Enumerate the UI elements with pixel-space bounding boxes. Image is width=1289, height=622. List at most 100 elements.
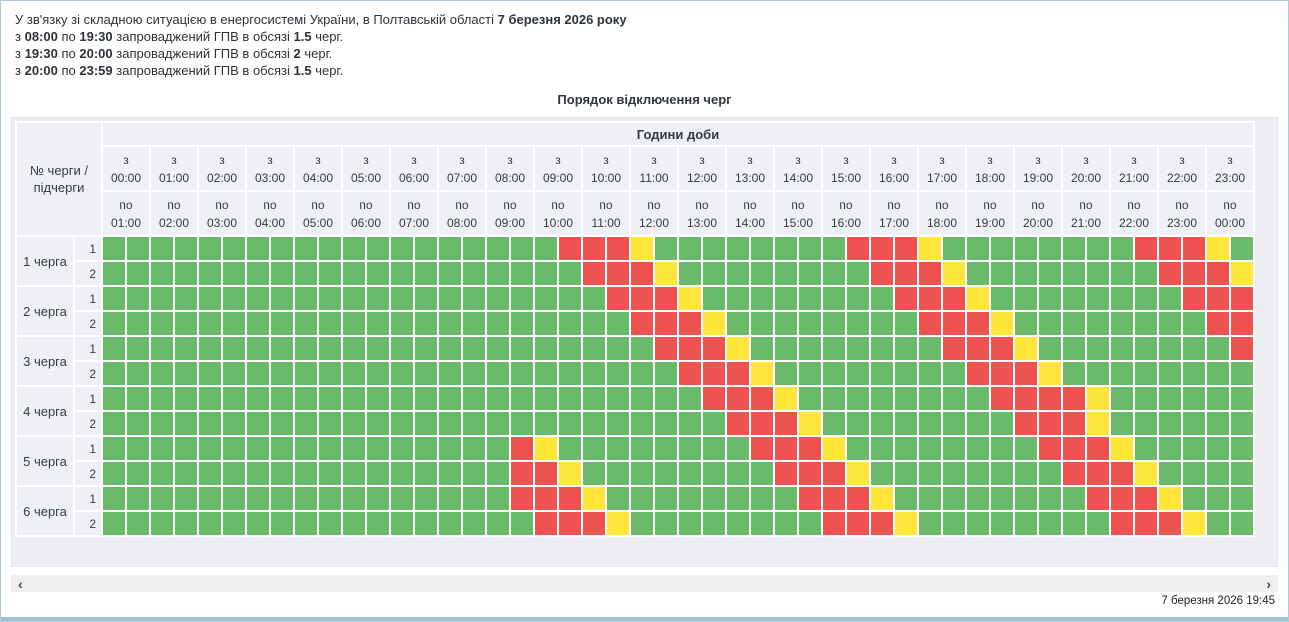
scroll-right-button[interactable]: › (1266, 575, 1271, 592)
schedule-cell (1015, 487, 1037, 510)
schedule-cell (967, 262, 989, 285)
schedule-cell (1159, 337, 1181, 360)
schedule-cell (463, 362, 485, 385)
schedule-cell (823, 462, 845, 485)
hour-header-from: з 09:00 (535, 147, 581, 190)
schedule-cell (967, 437, 989, 460)
schedule-cell (1087, 312, 1109, 335)
schedule-cell (223, 387, 245, 410)
schedule-cell (559, 437, 581, 460)
scroll-left-button[interactable]: ‹ (18, 575, 23, 592)
schedule-cell (439, 287, 461, 310)
schedule-cell (271, 262, 293, 285)
schedule-cell (1015, 387, 1037, 410)
schedule-cell (487, 437, 509, 460)
hour-header-to: по 22:00 (1111, 192, 1157, 235)
schedule-cell (1207, 362, 1229, 385)
schedule-cell (295, 462, 317, 485)
schedule-cell (103, 437, 125, 460)
schedule-cell (463, 387, 485, 410)
schedule-cell (1207, 437, 1229, 460)
schedule-cell (1183, 262, 1205, 285)
schedule-cell (1015, 362, 1037, 385)
schedule-cell (439, 437, 461, 460)
schedule-cell (199, 387, 221, 410)
schedule-cell (991, 512, 1013, 535)
schedule-cell (895, 387, 917, 410)
schedule-cell (511, 412, 533, 435)
schedule-cell (367, 362, 389, 385)
schedule-cell (463, 462, 485, 485)
queue-label: 1 черга (17, 237, 73, 285)
schedule-cell (415, 487, 437, 510)
schedule-cell (319, 337, 341, 360)
schedule-cell (295, 337, 317, 360)
schedule-cell (1159, 437, 1181, 460)
schedule-cell (1183, 287, 1205, 310)
schedule-cell (127, 512, 149, 535)
schedule-cell (1087, 237, 1109, 260)
schedule-cell (1039, 337, 1061, 360)
schedule-cell (799, 362, 821, 385)
schedule-cell (655, 262, 677, 285)
period-1-amount: 1.5 (293, 29, 312, 44)
schedule-cell (871, 387, 893, 410)
schedule-cell (271, 412, 293, 435)
schedule-cell (463, 437, 485, 460)
bottom-accent-bar (1, 617, 1288, 621)
schedule-cell (199, 312, 221, 335)
schedule-cell (703, 287, 725, 310)
schedule-cell (1039, 312, 1061, 335)
schedule-cell (487, 362, 509, 385)
schedule-cell (679, 387, 701, 410)
schedule-cell (1159, 287, 1181, 310)
schedule-cell (967, 237, 989, 260)
schedule-cell (679, 512, 701, 535)
schedule-cell (823, 312, 845, 335)
schedule-cell (607, 462, 629, 485)
schedule-cell (223, 237, 245, 260)
schedule-cell (583, 387, 605, 410)
schedule-cell (871, 437, 893, 460)
schedule-cell (1063, 337, 1085, 360)
schedule-cell (367, 312, 389, 335)
schedule-cell (511, 512, 533, 535)
schedule-cell (607, 512, 629, 535)
schedule-cell (943, 312, 965, 335)
schedule-cell (727, 337, 749, 360)
schedule-cell (367, 487, 389, 510)
schedule-cell (1231, 312, 1253, 335)
schedule-cell (463, 487, 485, 510)
schedule-cell (871, 337, 893, 360)
schedule-cell (1015, 312, 1037, 335)
schedule-cell (367, 287, 389, 310)
schedule-cell (271, 387, 293, 410)
schedule-cell (1111, 487, 1133, 510)
schedule-cell (175, 337, 197, 360)
schedule-cell (1135, 487, 1157, 510)
queue-label: 5 черга (17, 437, 73, 485)
horizontal-scrollbar[interactable]: ‹ › (11, 575, 1278, 592)
schedule-cell (607, 437, 629, 460)
schedule-cell (535, 262, 557, 285)
schedule-cell (367, 262, 389, 285)
schedule-cell (1207, 387, 1229, 410)
schedule-cell (775, 512, 797, 535)
hour-header-from: з 10:00 (583, 147, 629, 190)
schedule-cell (223, 412, 245, 435)
schedule-cell (295, 362, 317, 385)
schedule-cell (391, 512, 413, 535)
schedule-cell (919, 437, 941, 460)
schedule-cell (991, 412, 1013, 435)
schedule-cell (271, 362, 293, 385)
schedule-cell (631, 487, 653, 510)
schedule-cell (583, 487, 605, 510)
subqueue-label: 2 (75, 362, 101, 385)
schedule-cell (103, 262, 125, 285)
schedule-cell (919, 462, 941, 485)
schedule-cell (439, 312, 461, 335)
hour-header-to: по 05:00 (295, 192, 341, 235)
subqueue-label: 2 (75, 462, 101, 485)
schedule-cell (655, 287, 677, 310)
